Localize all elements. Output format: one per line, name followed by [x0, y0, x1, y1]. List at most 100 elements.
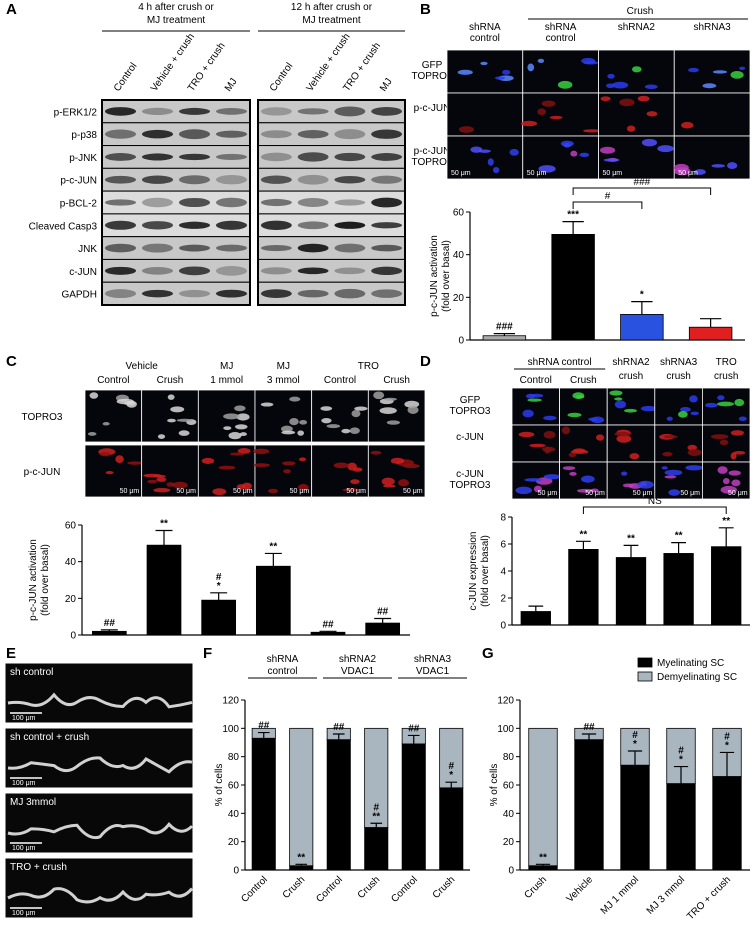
- cell: [590, 488, 599, 493]
- cell: [688, 67, 699, 73]
- cell: [614, 397, 623, 401]
- significance-label: ##: [377, 607, 389, 618]
- cell: [522, 409, 534, 418]
- cell: [167, 394, 175, 400]
- error-bar: [699, 318, 722, 328]
- cell: [147, 479, 158, 484]
- blot-band: [334, 152, 366, 162]
- group-header: VDAC1: [416, 666, 450, 677]
- scale-bar-label: 50 μm: [346, 488, 366, 495]
- cell: [579, 152, 590, 158]
- cell: [731, 479, 741, 487]
- cell: [685, 465, 703, 471]
- y-tick-label: 6: [500, 540, 506, 551]
- scale-bar-label: 50 μm: [633, 490, 653, 497]
- blot-band: [334, 288, 366, 299]
- y-tick-label: 0: [70, 631, 76, 642]
- cell: [719, 439, 729, 446]
- row-label: TOPRO3: [450, 480, 491, 491]
- cell: [609, 390, 623, 396]
- cell: [569, 471, 577, 476]
- blot-band: [371, 197, 403, 208]
- blot-band: [104, 129, 137, 139]
- cell: [561, 426, 571, 435]
- image-label: sh control + crush: [10, 732, 89, 743]
- cell: [320, 406, 333, 411]
- significance-label: #: [373, 802, 379, 813]
- bar-segment: [326, 739, 351, 871]
- group-header: TRO: [716, 357, 737, 368]
- significance-label: #: [724, 731, 730, 742]
- cell: [717, 401, 735, 407]
- cell: [663, 435, 678, 439]
- group-header: shRNA2: [612, 357, 650, 368]
- significance-label: ##: [322, 619, 334, 630]
- cell: [583, 129, 601, 133]
- significance-label: *: [725, 740, 729, 751]
- blot-band: [141, 175, 174, 184]
- cell: [607, 73, 615, 79]
- blot-band: [334, 221, 366, 229]
- cell: [674, 167, 691, 176]
- cell: [600, 96, 611, 102]
- cell: [640, 405, 657, 412]
- nerve: [7, 822, 194, 840]
- blot-band: [260, 220, 292, 230]
- cell: [728, 470, 741, 476]
- cell: [492, 166, 500, 174]
- y-tick-label: 20: [453, 293, 465, 304]
- cell: [631, 66, 642, 73]
- cell: [126, 400, 137, 408]
- x-tick-label: Control: [239, 874, 270, 905]
- cell: [350, 479, 360, 485]
- significance-label: #: [678, 746, 684, 757]
- significance-label: ***: [567, 210, 579, 221]
- cell: [730, 71, 744, 79]
- y-tick-label: 120: [497, 696, 514, 707]
- y-axis-label: p-c-JUN activation: [28, 539, 39, 621]
- cell: [230, 452, 245, 456]
- cell: [712, 70, 728, 74]
- scale-bar-label: 50 μm: [233, 488, 253, 495]
- x-tick-label: MJ 3 mmol: [645, 874, 687, 916]
- row-label: c-JUN: [456, 469, 484, 480]
- micrograph: [141, 444, 199, 498]
- cell: [710, 434, 729, 440]
- significance-label: *: [217, 581, 221, 592]
- blot-header: 12 h after crush or: [291, 2, 373, 13]
- comparison-bracket: [572, 187, 712, 195]
- nerve: [7, 692, 193, 709]
- error-bar: [295, 863, 308, 866]
- blot-band: [104, 289, 137, 299]
- significance-label: **: [722, 516, 730, 527]
- cell: [543, 430, 556, 439]
- cell: [621, 471, 628, 476]
- blot-band: [297, 108, 329, 115]
- cell: [267, 488, 279, 494]
- legend-label: Demyelinating SC: [657, 672, 737, 683]
- group-header: crush: [714, 371, 738, 382]
- significance-label: **: [539, 852, 547, 863]
- cell: [153, 487, 171, 493]
- y-tick-label: 40: [453, 250, 465, 261]
- cell: [591, 416, 605, 424]
- scale-bar-label: 50 μm: [403, 488, 423, 495]
- cell: [157, 434, 166, 439]
- bar: [201, 599, 237, 636]
- cell: [239, 432, 247, 437]
- scale-bar-label: 100 μm: [12, 715, 36, 722]
- cell: [502, 69, 511, 75]
- comparison-bracket: [582, 506, 727, 514]
- x-tick-label: Crush: [356, 874, 383, 901]
- bar-segment: [666, 783, 696, 871]
- row-label: TOPRO3: [450, 406, 491, 417]
- micrograph: [654, 424, 703, 463]
- cell: [626, 125, 636, 132]
- group-header: shRNA3: [660, 357, 698, 368]
- cell: [384, 397, 397, 401]
- y-tick-label: 40: [503, 809, 515, 820]
- bar: [310, 631, 346, 636]
- blot-band: [371, 266, 403, 276]
- blot-band: [104, 175, 137, 184]
- blot-band: [104, 153, 137, 161]
